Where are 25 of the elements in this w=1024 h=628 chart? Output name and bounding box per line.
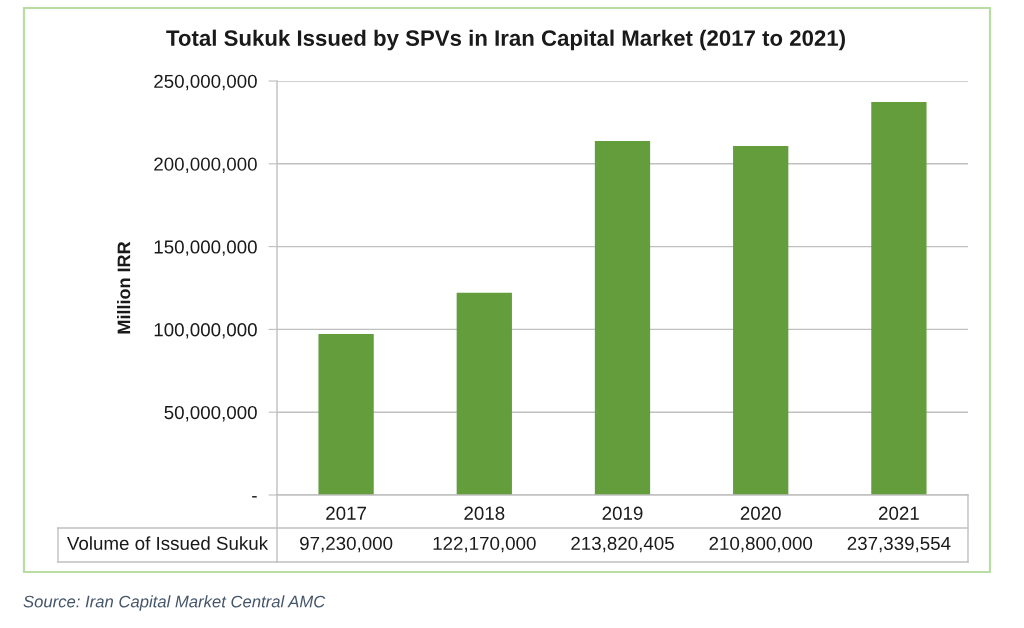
y-tick-label: 250,000,000: [154, 74, 257, 91]
chart-title: Total Sukuk Issued by SPVs in Iran Capital Market (2017 to 2021): [166, 29, 845, 51]
x-tick-label: 2017: [326, 506, 367, 520]
y-axis-title: Million IRR: [117, 241, 131, 334]
x-tick-label: 2021: [878, 506, 919, 520]
data-label: 210,800,000: [709, 536, 813, 553]
text: Volume of Issued Sukuk: [67, 536, 269, 551]
bar: [594, 140, 651, 495]
y-tick-label: -: [252, 496, 257, 498]
x-tick-label: 2019: [602, 506, 643, 520]
y-tick-label: 100,000,000: [154, 323, 257, 339]
bar: [733, 145, 789, 495]
source-note: Source: Iran Capital Market Central AMC: [23, 595, 326, 611]
data-label: 97,230,000: [300, 536, 393, 553]
bar: [318, 333, 374, 495]
bar: [871, 101, 927, 495]
y-tick-label: 150,000,000: [154, 240, 257, 256]
data-label: 122,170,000: [433, 536, 536, 553]
x-tick-label: 2020: [740, 506, 781, 520]
y-tick-label: 200,000,000: [154, 157, 257, 173]
x-tick-label: 2018: [464, 506, 505, 520]
y-tick-label: 50,000,000: [164, 405, 257, 422]
data-label: 213,820,405: [571, 536, 674, 553]
bar: [456, 292, 512, 495]
data-label: 237,339,554: [847, 536, 951, 553]
